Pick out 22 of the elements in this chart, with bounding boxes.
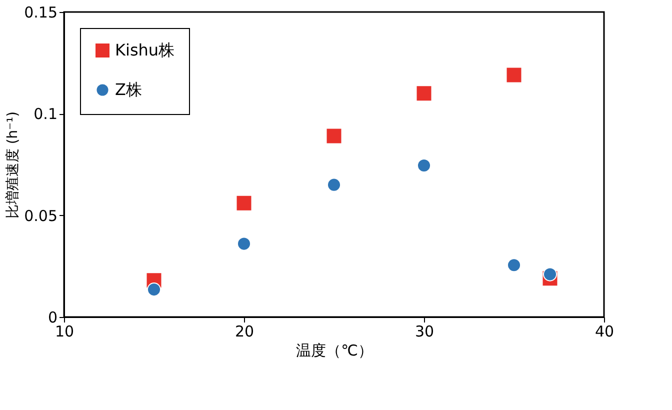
legend-label: Kishu株: [115, 40, 175, 60]
y-axis-title: 比増殖速度 (h⁻¹): [4, 111, 22, 219]
point: [236, 236, 252, 251]
point: [236, 194, 252, 212]
point: [506, 258, 522, 272]
point: [146, 282, 162, 297]
y-tick-label: 0.1: [34, 105, 58, 124]
point: [326, 128, 342, 144]
x-tick-label: 30: [414, 322, 434, 340]
x-tick-label: 20: [234, 322, 254, 340]
legend-label: Z株: [115, 80, 142, 99]
point: [326, 178, 342, 192]
x-axis-title: 温度（℃）: [296, 342, 373, 360]
point: [416, 85, 432, 102]
point: [506, 66, 522, 84]
y-tick-label: 0: [48, 308, 58, 326]
point: [542, 267, 558, 282]
y-tick-label: 0.05: [24, 206, 58, 225]
x-tick-label: 40: [594, 322, 614, 340]
y-tick-label: 0.15: [24, 4, 58, 22]
point: [416, 158, 432, 173]
x-tick-label: 10: [54, 322, 74, 340]
